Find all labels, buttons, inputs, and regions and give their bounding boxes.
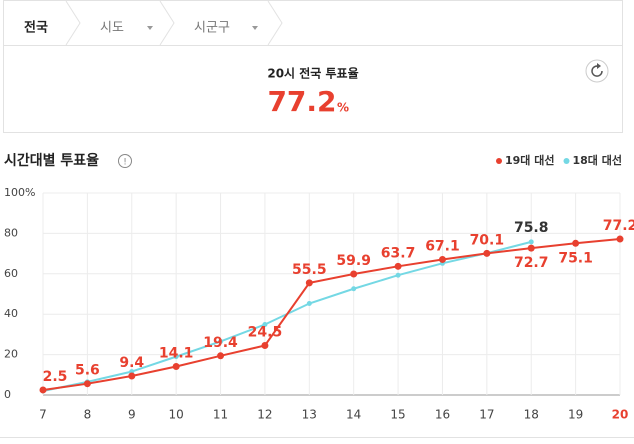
legend-label: 18대 대선 bbox=[573, 153, 623, 167]
x-tick-label: 16 bbox=[435, 408, 450, 422]
data-label: 9.4 bbox=[119, 355, 144, 371]
tab-bar bbox=[3, 0, 623, 46]
tab-separator bbox=[65, 0, 81, 46]
x-tick-label: 13 bbox=[302, 408, 317, 422]
refresh-button[interactable] bbox=[585, 59, 609, 83]
data-label: 55.5 bbox=[292, 262, 327, 278]
data-point bbox=[527, 244, 535, 252]
data-point bbox=[173, 354, 179, 360]
chart-title: 시간대별 투표율 bbox=[4, 152, 99, 169]
data-label: 72.7 bbox=[514, 255, 549, 271]
x-tick-label: 11 bbox=[213, 408, 228, 422]
svg-text:!: ! bbox=[123, 158, 127, 168]
data-point bbox=[528, 239, 534, 245]
x-tick-label: 10 bbox=[169, 408, 184, 422]
x-tick-label: 20 bbox=[612, 408, 629, 422]
data-label: 63.7 bbox=[381, 245, 416, 261]
y-tick-label: 40 bbox=[4, 307, 18, 320]
data-point bbox=[128, 372, 136, 380]
chart: 0 20 40 60 80 100% 7 8 9 10 11 12 13 14 15 16 17 18 19 20 18… bbox=[4, 153, 634, 422]
data-point bbox=[262, 322, 268, 328]
data-point bbox=[39, 386, 47, 394]
y-tick-label: 20 bbox=[4, 348, 18, 361]
data-label: 70.1 bbox=[470, 232, 505, 248]
data-point bbox=[483, 249, 491, 257]
data-label: 75.8 bbox=[514, 220, 549, 236]
data-point bbox=[350, 270, 358, 278]
tab-separator bbox=[159, 0, 175, 46]
data-point bbox=[83, 380, 91, 388]
data-label: 75.1 bbox=[558, 250, 593, 266]
x-tick-label: 19 bbox=[568, 408, 583, 422]
data-point bbox=[218, 338, 224, 344]
data-point bbox=[394, 262, 402, 270]
tab[interactable]: 시도 bbox=[100, 21, 124, 36]
dropdown-arrow bbox=[147, 26, 153, 30]
tab[interactable]: 시군구 bbox=[194, 21, 230, 36]
legend-marker bbox=[563, 158, 570, 164]
series-line bbox=[42, 238, 621, 391]
summary-value: 77.2 bbox=[267, 85, 336, 118]
data-point bbox=[351, 286, 357, 292]
data-label: 24.5 bbox=[248, 325, 283, 341]
info-icon[interactable]: ! bbox=[118, 154, 132, 168]
data-label: 5.6 bbox=[75, 363, 100, 379]
summary-unit: % bbox=[337, 101, 349, 115]
y-tick-label: 60 bbox=[4, 267, 18, 280]
tab[interactable]: 전국 bbox=[24, 20, 48, 36]
data-label: 19.4 bbox=[203, 335, 238, 351]
y-tick-label: 100% bbox=[4, 186, 35, 199]
data-point bbox=[305, 279, 313, 287]
data-label: 14.1 bbox=[159, 346, 194, 362]
legend-label: 19대 대선 bbox=[505, 153, 555, 167]
x-tick-label: 8 bbox=[84, 408, 92, 422]
data-point bbox=[616, 235, 624, 243]
x-tick-label: 12 bbox=[257, 408, 272, 422]
data-point bbox=[306, 300, 312, 306]
data-point bbox=[395, 272, 401, 278]
x-tick-label: 14 bbox=[346, 408, 361, 422]
data-point bbox=[217, 352, 225, 360]
y-tick-label: 0 bbox=[4, 388, 11, 401]
dropdown-arrow bbox=[252, 26, 258, 30]
y-tick-label: 80 bbox=[4, 226, 18, 239]
summary-box bbox=[3, 45, 623, 133]
x-tick-label: 9 bbox=[128, 408, 136, 422]
data-label: 77.2 bbox=[603, 218, 634, 234]
x-tick-label: 18 bbox=[524, 408, 539, 422]
legend-marker bbox=[496, 158, 502, 164]
data-point bbox=[261, 342, 269, 350]
summary-title: 20시 전국 투표율 bbox=[267, 66, 358, 81]
data-point bbox=[438, 255, 446, 263]
tab-separator bbox=[267, 0, 283, 46]
data-point bbox=[172, 363, 180, 371]
series-line bbox=[42, 240, 532, 392]
x-tick-label: 15 bbox=[390, 408, 405, 422]
x-tick-label: 7 bbox=[39, 408, 47, 422]
data-label: 59.9 bbox=[336, 253, 371, 269]
data-point bbox=[572, 239, 580, 247]
data-label: 2.5 bbox=[43, 369, 68, 385]
data-label: 67.1 bbox=[425, 238, 460, 254]
x-tick-label: 17 bbox=[479, 408, 494, 422]
